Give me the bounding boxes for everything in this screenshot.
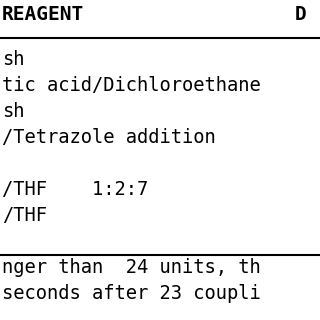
Text: /Tetrazole addition: /Tetrazole addition	[2, 128, 216, 147]
Text: sh: sh	[2, 50, 25, 69]
Text: tic acid/Dichloroethane: tic acid/Dichloroethane	[2, 76, 261, 95]
Text: /THF    1:2:7: /THF 1:2:7	[2, 180, 148, 199]
Text: REAGENT: REAGENT	[2, 5, 84, 24]
Text: seconds after 23 coupli: seconds after 23 coupli	[2, 284, 261, 303]
Text: sh: sh	[2, 102, 25, 121]
Text: nger than  24 units, th: nger than 24 units, th	[2, 258, 261, 277]
Text: D: D	[295, 5, 307, 24]
Text: /THF: /THF	[2, 206, 47, 225]
